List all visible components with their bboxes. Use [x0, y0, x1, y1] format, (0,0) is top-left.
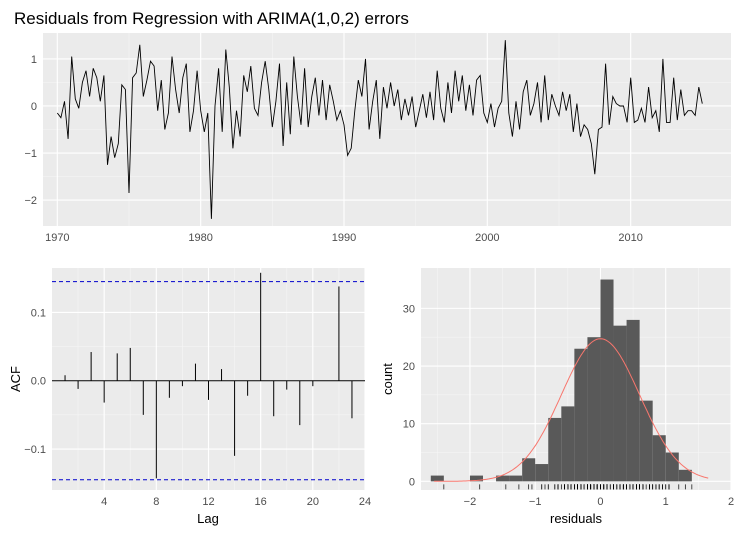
- x-tick-label: 20: [307, 496, 319, 508]
- x-tick-labels: 1970 1980 1990 2000 2010: [45, 232, 643, 244]
- x-tick-label: 4: [101, 496, 107, 508]
- residual-series-line: [56, 40, 703, 219]
- histogram-panel: 0 10 20 30 −2 −1 0 1 2 residuals count: [380, 268, 734, 526]
- x-axis-label: Lag: [197, 511, 219, 526]
- histogram-bar: [665, 452, 679, 482]
- histogram-bar: [626, 319, 640, 482]
- histogram-bar: [639, 400, 653, 482]
- y-tick-label: 0.0: [31, 376, 46, 388]
- x-tick-label: 2: [728, 496, 734, 508]
- histogram-bar: [522, 458, 536, 482]
- y-tick-labels: 0 10 20 30: [403, 303, 415, 488]
- y-tick-label: 20: [403, 361, 415, 373]
- histogram-bar: [496, 475, 510, 482]
- histogram-bar: [535, 464, 549, 482]
- histogram-bar: [509, 475, 523, 482]
- y-tick-label: 0: [31, 101, 37, 113]
- histogram-bar: [430, 475, 444, 482]
- y-tick-labels: −0.1 0.0 0.1: [24, 307, 46, 456]
- x-tick-label: −1: [529, 496, 542, 508]
- histogram-bar: [652, 435, 666, 482]
- y-tick-labels: −2 −1 0 1: [24, 54, 37, 207]
- x-tick-label: 2000: [475, 232, 499, 244]
- chart-title: Residuals from Regression with ARIMA(1,0…: [14, 9, 409, 28]
- x-tick-labels: −2 −1 0 1 2: [464, 496, 734, 508]
- y-tick-label: 30: [403, 303, 415, 315]
- y-axis-label: count: [380, 363, 395, 395]
- y-axis-label: ACF: [8, 366, 23, 392]
- histogram-bar: [587, 337, 601, 482]
- x-tick-label: 1970: [45, 232, 69, 244]
- y-tick-label: −1: [24, 148, 37, 160]
- histogram-bar: [548, 417, 562, 482]
- normal-density-curve: [434, 338, 709, 482]
- x-tick-label: 1980: [188, 232, 212, 244]
- histogram-bar: [613, 325, 627, 482]
- histogram-marks: [430, 279, 709, 490]
- histogram-bar: [600, 279, 614, 482]
- histogram-bar: [574, 348, 588, 482]
- x-tick-labels: 4 8 12 16 20 24: [101, 496, 371, 508]
- y-tick-label: 0.1: [31, 307, 46, 319]
- residuals-time-series-panel: −2 −1 0 1 1970 1980 1990 2000 2010: [24, 33, 731, 244]
- x-tick-label: 16: [255, 496, 267, 508]
- histogram-bar: [469, 475, 483, 482]
- acf-panel: −0.1 0.0 0.1 4 8 12 16 20 24 Lag ACF: [8, 268, 371, 526]
- x-tick-label: 2010: [618, 232, 642, 244]
- histogram-bar: [678, 469, 692, 482]
- y-tick-label: −0.1: [24, 444, 46, 456]
- x-tick-label: 12: [202, 496, 214, 508]
- series-group: [56, 40, 703, 219]
- x-tick-label: −2: [464, 496, 477, 508]
- y-tick-label: 10: [403, 419, 415, 431]
- x-axis-label: residuals: [550, 511, 603, 526]
- x-tick-label: 0: [597, 496, 603, 508]
- acf-marks: [52, 272, 365, 481]
- x-tick-label: 1990: [332, 232, 356, 244]
- y-tick-label: −2: [24, 195, 37, 207]
- histogram-bar: [561, 406, 575, 482]
- x-tick-label: 24: [359, 496, 371, 508]
- y-tick-label: 1: [31, 54, 37, 66]
- x-tick-label: 8: [153, 496, 159, 508]
- y-tick-label: 0: [409, 476, 415, 488]
- x-tick-label: 1: [663, 496, 669, 508]
